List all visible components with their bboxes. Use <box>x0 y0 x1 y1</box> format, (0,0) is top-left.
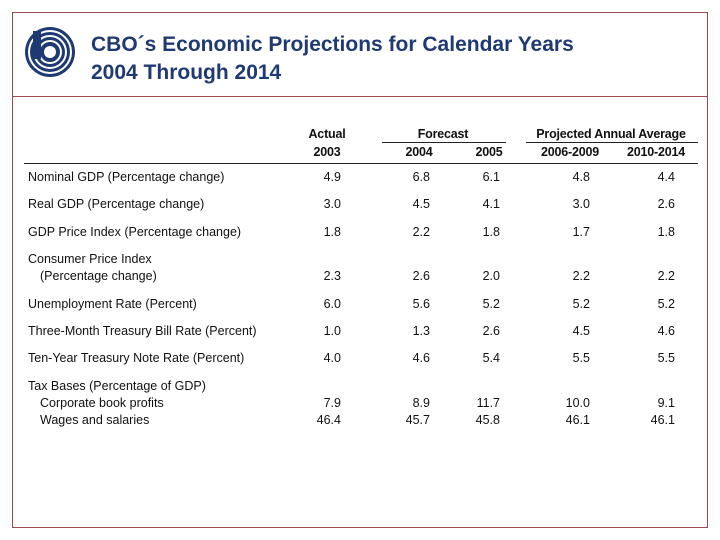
cell-value: 4.8 <box>572 170 590 184</box>
cell-value: 46.1 <box>565 413 590 427</box>
row-label: Unemployment Rate (Percent) <box>28 297 197 311</box>
projected-underline <box>526 142 698 143</box>
cell-value: 45.8 <box>475 413 500 427</box>
header-year-2004: 2004 <box>405 145 433 159</box>
cell-value: 46.1 <box>650 413 675 427</box>
cell-value: 5.5 <box>657 351 675 365</box>
cell-value: 9.1 <box>657 396 675 410</box>
header-actual: Actual <box>308 127 346 141</box>
cell-value: 2.6 <box>657 197 675 211</box>
cell-value: 1.8 <box>482 225 500 239</box>
title-line-2: 2004 Through 2014 <box>91 61 282 84</box>
row-sublabel: (Percentage change) <box>40 269 157 283</box>
cell-value: 1.7 <box>572 225 590 239</box>
cell-value: 10.0 <box>565 396 590 410</box>
page-title: CBO´s Economic Projections for Calendar … <box>91 31 691 87</box>
cell-value: 5.2 <box>572 297 590 311</box>
cell-value: 1.3 <box>412 324 430 338</box>
cell-value: 2.6 <box>412 269 430 283</box>
cell-value: 1.8 <box>323 225 341 239</box>
cell-value: 2.0 <box>482 269 500 283</box>
cell-value: 2.2 <box>572 269 590 283</box>
cell-value: 5.4 <box>482 351 500 365</box>
cell-value: 4.6 <box>412 351 430 365</box>
header-rule <box>24 163 698 164</box>
row-label: Three-Month Treasury Bill Rate (Percent) <box>28 324 257 338</box>
row-label: Wages and salaries <box>40 413 150 427</box>
title-line-1: CBO´s Economic Projections for Calendar … <box>91 33 574 56</box>
row-label: Consumer Price Index <box>28 252 152 266</box>
header-forecast: Forecast <box>417 127 469 141</box>
cell-value: 3.0 <box>323 197 341 211</box>
header-projected: Projected Annual Average <box>536 127 686 141</box>
cell-value: 11.7 <box>476 396 500 410</box>
cell-value: 2.2 <box>657 269 675 283</box>
cell-value: 4.9 <box>323 170 341 184</box>
cell-value: 4.4 <box>657 170 675 184</box>
cbo-logo-icon <box>25 27 75 77</box>
cell-value: 4.6 <box>657 324 675 338</box>
row-label: Tax Bases (Percentage of GDP) <box>28 379 206 393</box>
cell-value: 4.1 <box>482 197 500 211</box>
cell-value: 1.0 <box>323 324 341 338</box>
row-label: Real GDP (Percentage change) <box>28 197 205 211</box>
row-label: Corporate book profits <box>40 396 164 410</box>
cell-value: 6.0 <box>323 297 341 311</box>
row-label: Nominal GDP (Percentage change) <box>28 170 225 184</box>
cell-value: 4.0 <box>323 351 341 365</box>
header-year-2006-2009: 2006-2009 <box>541 145 599 159</box>
cell-value: 2.3 <box>323 269 341 283</box>
cell-value: 8.9 <box>412 396 430 410</box>
cell-value: 6.1 <box>482 170 500 184</box>
cell-value: 4.5 <box>572 324 590 338</box>
cell-value: 5.2 <box>657 297 675 311</box>
cell-value: 2.2 <box>412 225 430 239</box>
cell-value: 1.8 <box>657 225 675 239</box>
header-divider <box>12 96 708 97</box>
header-year-2003: 2003 <box>313 145 341 159</box>
row-label: GDP Price Index (Percentage change) <box>28 225 242 239</box>
forecast-underline <box>382 142 506 143</box>
cell-value: 45.7 <box>405 413 430 427</box>
cell-value: 7.9 <box>323 396 341 410</box>
cell-value: 5.6 <box>412 297 430 311</box>
cell-value: 3.0 <box>572 197 590 211</box>
row-label: Ten-Year Treasury Note Rate (Percent) <box>28 351 245 365</box>
cell-value: 6.8 <box>412 170 430 184</box>
header-year-2010-2014: 2010-2014 <box>627 145 685 159</box>
cell-value: 2.6 <box>482 324 500 338</box>
slide-frame <box>12 12 708 528</box>
header-year-2005: 2005 <box>475 145 503 159</box>
cell-value: 4.5 <box>412 197 430 211</box>
cell-value: 5.5 <box>572 351 590 365</box>
cell-value: 5.2 <box>482 297 500 311</box>
cell-value: 46.4 <box>316 413 341 427</box>
